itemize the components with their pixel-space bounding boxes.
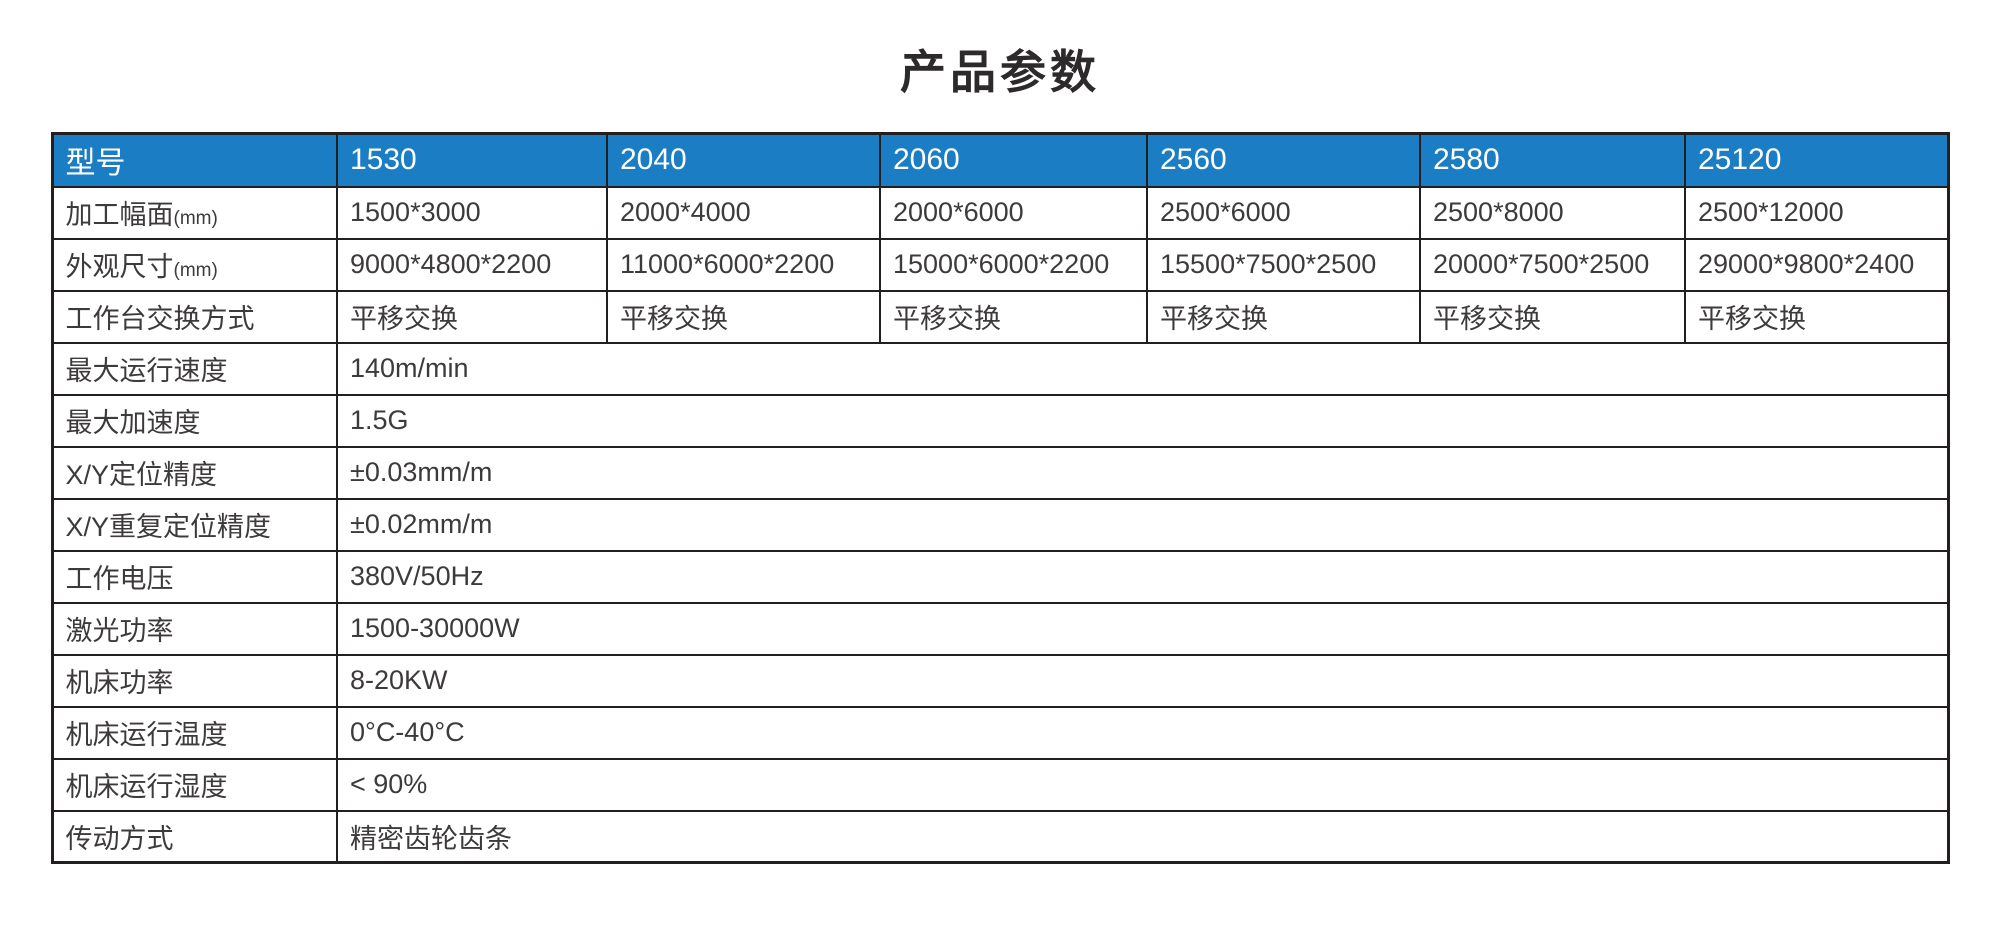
- spec-value: 平移交换: [1419, 289, 1686, 344]
- spec-label-operating-temperature: 机床运行温度: [51, 705, 338, 760]
- header-cell-model-2060: 2060: [879, 132, 1148, 188]
- table-row-dimensions: 外观尺寸(mm) 9000*4800*2200 11000*6000*2200 …: [51, 237, 1949, 292]
- spec-value-shared: ±0.02mm/m: [336, 497, 1949, 552]
- spec-label-max-acceleration: 最大加速度: [51, 393, 338, 448]
- spec-value: 15000*6000*2200: [879, 237, 1148, 292]
- spec-label-unit: (mm): [173, 208, 218, 229]
- header-cell-model-2560: 2560: [1146, 132, 1421, 188]
- table-row-operating-temperature: 机床运行温度 0°C-40°C: [51, 705, 1949, 760]
- spec-label-working-voltage: 工作电压: [51, 549, 338, 604]
- table-row-positioning-accuracy: X/Y定位精度 ±0.03mm/m: [51, 445, 1949, 500]
- spec-value: 1500*3000: [336, 185, 608, 240]
- spec-value-shared: 380V/50Hz: [336, 549, 1949, 604]
- table-row-repeat-accuracy: X/Y重复定位精度 ±0.02mm/m: [51, 497, 1949, 552]
- spec-value: 11000*6000*2200: [606, 237, 881, 292]
- table-row-max-speed: 最大运行速度 140m/min: [51, 341, 1949, 396]
- spec-value: 2500*6000: [1146, 185, 1421, 240]
- table-row-operating-humidity: 机床运行湿度 < 90%: [51, 757, 1949, 812]
- spec-label-text: 加工幅面: [65, 200, 174, 230]
- spec-label-machine-power: 机床功率: [51, 653, 338, 708]
- header-cell-model-1530: 1530: [336, 132, 608, 188]
- spec-label-dimensions: 外观尺寸(mm): [51, 237, 338, 292]
- spec-value-shared: 140m/min: [336, 341, 1949, 396]
- page-title: 产品参数: [900, 46, 1100, 98]
- table-header-row: 型号 1530 2040 2060 2560 2580 25120: [51, 132, 1949, 188]
- spec-label-operating-humidity: 机床运行湿度: [51, 757, 338, 812]
- spec-value: 20000*7500*2500: [1419, 237, 1686, 292]
- spec-value-shared: 8-20KW: [336, 653, 1949, 708]
- header-cell-model-25120: 25120: [1684, 132, 1949, 188]
- spec-label-repeat-accuracy: X/Y重复定位精度: [51, 497, 338, 552]
- spec-value: 29000*9800*2400: [1684, 237, 1949, 292]
- spec-value-shared: < 90%: [336, 757, 1949, 812]
- table-row-working-area: 加工幅面(mm) 1500*3000 2000*4000 2000*6000 2…: [51, 185, 1949, 240]
- table-row-laser-power: 激光功率 1500-30000W: [51, 601, 1949, 656]
- spec-value: 平移交换: [606, 289, 881, 344]
- table-row-table-exchange: 工作台交换方式 平移交换 平移交换 平移交换 平移交换 平移交换 平移交换: [51, 289, 1949, 344]
- spec-value: 15500*7500*2500: [1146, 237, 1421, 292]
- spec-value: 9000*4800*2200: [336, 237, 608, 292]
- spec-label-unit: (mm): [173, 260, 218, 281]
- header-cell-model-2580: 2580: [1419, 132, 1686, 188]
- spec-value-shared: 1.5G: [336, 393, 1949, 448]
- spec-value: 平移交换: [1146, 289, 1421, 344]
- spec-label-text: 外观尺寸: [65, 252, 174, 282]
- spec-label-table-exchange: 工作台交换方式: [51, 289, 338, 344]
- header-cell-model-2040: 2040: [606, 132, 881, 188]
- spec-label-transmission: 传动方式: [51, 809, 338, 864]
- spec-value-shared: 0°C-40°C: [336, 705, 1949, 760]
- spec-label-laser-power: 激光功率: [51, 601, 338, 656]
- spec-value: 2500*8000: [1419, 185, 1686, 240]
- spec-label-max-speed: 最大运行速度: [51, 341, 338, 396]
- product-spec-table: 型号 1530 2040 2060 2560 2580 25120 加工幅面(m…: [50, 132, 1950, 864]
- table-row-machine-power: 机床功率 8-20KW: [51, 653, 1949, 708]
- table-row-max-acceleration: 最大加速度 1.5G: [51, 393, 1949, 448]
- table-row-transmission: 传动方式 精密齿轮齿条: [51, 809, 1949, 864]
- spec-value-shared: 1500-30000W: [336, 601, 1949, 656]
- spec-value: 平移交换: [879, 289, 1148, 344]
- spec-value: 2000*6000: [879, 185, 1148, 240]
- spec-label-working-area: 加工幅面(mm): [51, 185, 338, 240]
- header-cell-model-label: 型号: [51, 132, 338, 188]
- spec-value: 2500*12000: [1684, 185, 1949, 240]
- spec-value: 平移交换: [1684, 289, 1949, 344]
- spec-label-text: 工作台交换方式: [65, 304, 255, 334]
- spec-value-shared: ±0.03mm/m: [336, 445, 1949, 500]
- spec-label-positioning-accuracy: X/Y定位精度: [51, 445, 338, 500]
- spec-value: 平移交换: [336, 289, 608, 344]
- spec-value-shared: 精密齿轮齿条: [336, 809, 1949, 864]
- spec-value: 2000*4000: [606, 185, 881, 240]
- table-row-working-voltage: 工作电压 380V/50Hz: [51, 549, 1949, 604]
